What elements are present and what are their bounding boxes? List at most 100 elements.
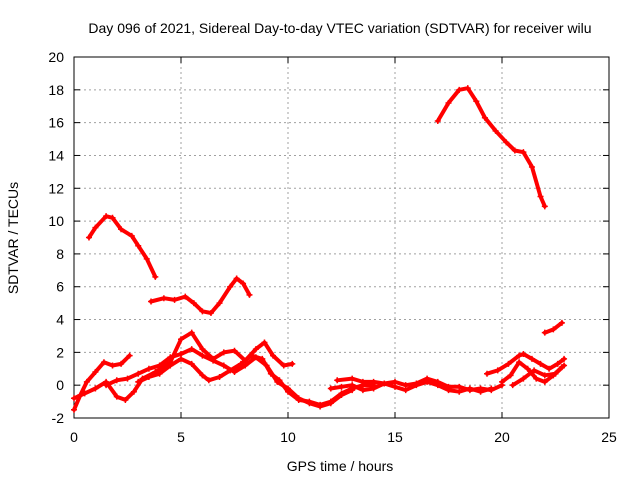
data-point [531, 367, 538, 374]
data-point [466, 385, 473, 392]
data-point [126, 352, 133, 359]
data-point [135, 242, 142, 249]
data-point [167, 354, 174, 361]
data-point [92, 369, 99, 376]
data-point [520, 149, 527, 156]
data-point [103, 382, 110, 389]
data-point [528, 355, 535, 362]
data-point [160, 295, 167, 302]
data-point [477, 388, 484, 395]
series-line [328, 379, 494, 394]
series-line [72, 330, 295, 402]
data-point [261, 339, 268, 346]
data-point [156, 370, 163, 377]
data-point [359, 387, 366, 394]
data-point [276, 377, 283, 384]
series-line [435, 86, 547, 209]
data-point [359, 378, 366, 385]
data-point [242, 362, 249, 369]
series-line [149, 276, 252, 315]
data-point [220, 362, 227, 369]
data-point [207, 309, 214, 316]
data-point [541, 203, 548, 210]
data-point [338, 383, 345, 390]
data-point [456, 86, 463, 93]
data-point [481, 114, 488, 121]
data-point [145, 365, 152, 372]
data-point [259, 355, 266, 362]
data-point [338, 390, 345, 397]
data-point [246, 291, 253, 298]
data-point [541, 329, 548, 336]
data-point [178, 355, 184, 362]
data-point [188, 329, 195, 336]
series-arc-3 [434, 85, 548, 210]
y-tick-label: 2 [56, 344, 64, 360]
data-point [370, 378, 377, 385]
data-point [237, 360, 244, 367]
data-point [434, 382, 441, 389]
data-point [334, 377, 341, 384]
data-point [167, 362, 174, 369]
data-point [492, 127, 499, 134]
data-point [109, 214, 116, 221]
series-arc-6 [71, 329, 296, 403]
data-point [227, 283, 234, 290]
data-point [227, 367, 234, 374]
data-point [210, 357, 217, 364]
data-point [499, 378, 505, 385]
y-tick-label: 0 [56, 377, 64, 393]
x-tick-label: 15 [387, 429, 403, 445]
data-point [434, 117, 441, 124]
y-tick-label: 16 [48, 115, 64, 131]
data-point [145, 373, 152, 380]
data-point [148, 298, 155, 305]
data-point [130, 388, 137, 395]
data-point [190, 300, 197, 307]
data-point [445, 387, 452, 394]
y-tick-label: 18 [48, 82, 64, 98]
y-tick-label: 12 [48, 180, 64, 196]
data-point [511, 147, 518, 154]
data-point [231, 347, 238, 354]
data-point [561, 362, 568, 369]
data-point [392, 383, 398, 390]
data-point [505, 360, 512, 367]
data-point [199, 372, 206, 379]
data-point [143, 255, 150, 262]
series-arc-4 [541, 319, 565, 336]
data-point [295, 396, 302, 403]
series-layer [71, 85, 568, 413]
data-point [558, 319, 565, 326]
data-point [270, 352, 277, 359]
data-point [537, 193, 544, 200]
series-arc-1 [85, 213, 159, 280]
data-point [533, 375, 540, 382]
data-point [528, 163, 535, 170]
data-point [349, 375, 356, 382]
data-point [81, 390, 88, 397]
data-point [516, 352, 523, 359]
y-axis-label: SDTVAR / TECUs [5, 182, 21, 294]
data-point [552, 370, 559, 377]
x-tick-label: 10 [280, 429, 296, 445]
x-tick-label: 0 [70, 429, 78, 445]
x-axis-label: GPS time / hours [287, 458, 394, 474]
data-point [188, 360, 195, 367]
data-point [171, 296, 178, 303]
data-point [280, 362, 287, 369]
y-tick-label: 4 [56, 312, 64, 328]
data-point [233, 275, 240, 282]
data-point [128, 232, 135, 239]
data-point [122, 396, 129, 403]
series-line [485, 352, 567, 376]
series-line [136, 353, 376, 407]
y-tick-label: 8 [56, 246, 64, 262]
data-point [413, 382, 420, 389]
data-point [520, 351, 527, 358]
series-line [87, 214, 158, 279]
x-tick-label: 5 [177, 429, 185, 445]
series-arc-10 [327, 378, 495, 395]
data-point [92, 224, 99, 231]
data-point [109, 362, 116, 369]
